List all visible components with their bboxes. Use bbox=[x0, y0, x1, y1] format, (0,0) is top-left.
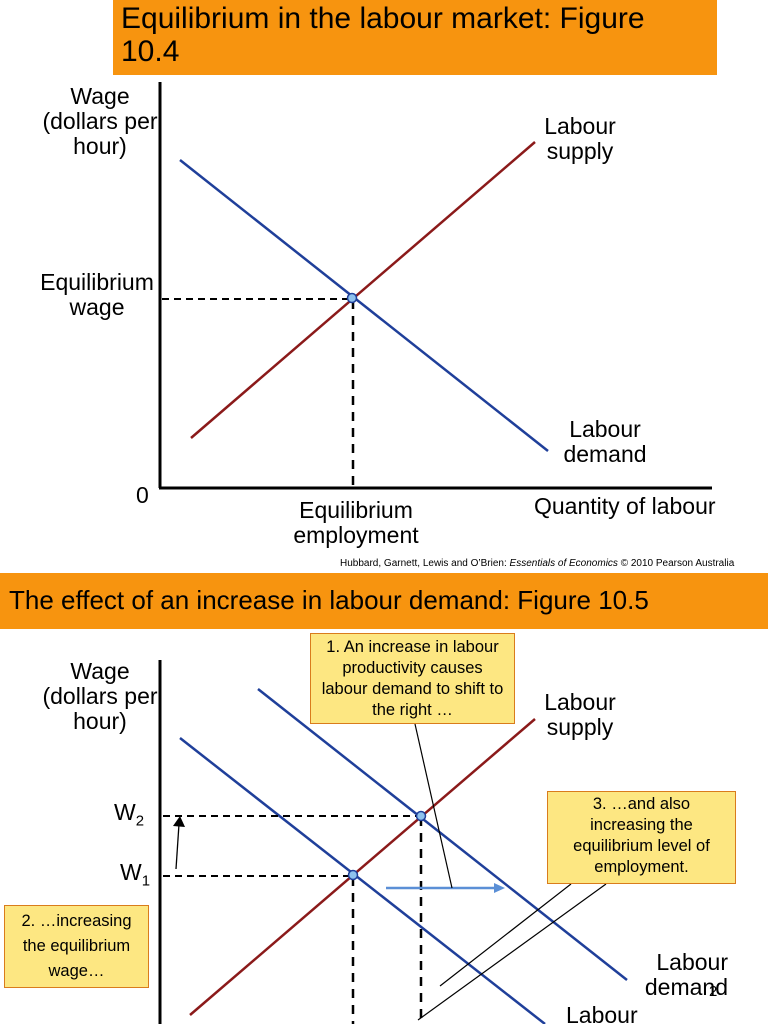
demand-shift-arrowhead bbox=[494, 883, 505, 893]
figure2-y-axis-label: Wage (dollars per hour) bbox=[42, 658, 158, 734]
figure2-equilibrium-2 bbox=[415, 810, 427, 822]
figure2-w2-label: W2 bbox=[114, 799, 145, 830]
figure2-equilibrium-1 bbox=[347, 869, 359, 881]
note-equilibrium-employment: 3. …and also increasing the equilibrium … bbox=[547, 791, 736, 884]
note-labour-productivity: 1. An increase in labour productivity ca… bbox=[310, 633, 515, 724]
figure2-supply-curve bbox=[189, 718, 536, 1016]
figure1-supply-label: Labour supply bbox=[544, 113, 616, 164]
figure2-demand2-label: Labour demand bbox=[644, 949, 728, 1000]
figure2-demand1-curve bbox=[179, 737, 546, 1024]
figure1-title: Equilibrium in the labour market: Figure… bbox=[121, 2, 645, 68]
figure1-equilibrium-point bbox=[346, 292, 358, 304]
figure1-supply-curve bbox=[190, 141, 536, 439]
figure2-demand2-curve bbox=[257, 688, 628, 981]
figure2-demand2-subscript: 2 bbox=[709, 983, 718, 1000]
figure1-eq-employment-label: Equilibrium employment bbox=[293, 497, 419, 548]
figure2-title-banner bbox=[0, 573, 768, 629]
figure1-demand-curve bbox=[179, 159, 549, 452]
figure2-title: The effect of an increase in labour dema… bbox=[9, 585, 649, 615]
wage-rise-arrow bbox=[175, 823, 180, 870]
figure1-y-axis-label: Wage (dollars per hour) bbox=[42, 83, 158, 159]
figure1-credit: Hubbard, Garnett, Lewis and O’Brien: Ess… bbox=[340, 558, 735, 569]
figure2-demand1-label: Labour bbox=[566, 1002, 638, 1028]
figure1-origin-label: 0 bbox=[136, 482, 149, 508]
figure2-w1-label: W1 bbox=[120, 859, 151, 890]
note3-pointer-2 bbox=[439, 883, 572, 987]
figure1-x-axis-label: Quantity of labour bbox=[534, 493, 716, 519]
note3-pointer bbox=[417, 883, 607, 1021]
note1-pointer bbox=[414, 723, 453, 889]
figure2-supply-label: Labour supply bbox=[544, 689, 616, 740]
figure1-demand-label: Labour demand bbox=[563, 416, 647, 467]
figure1-title-banner bbox=[113, 0, 717, 75]
note-equilibrium-wage: 2. …increasing the equilibrium wage… bbox=[4, 905, 149, 988]
wage-rise-arrowhead bbox=[173, 816, 185, 827]
figure1-eq-wage-label: Equilibrium wage bbox=[40, 269, 154, 320]
